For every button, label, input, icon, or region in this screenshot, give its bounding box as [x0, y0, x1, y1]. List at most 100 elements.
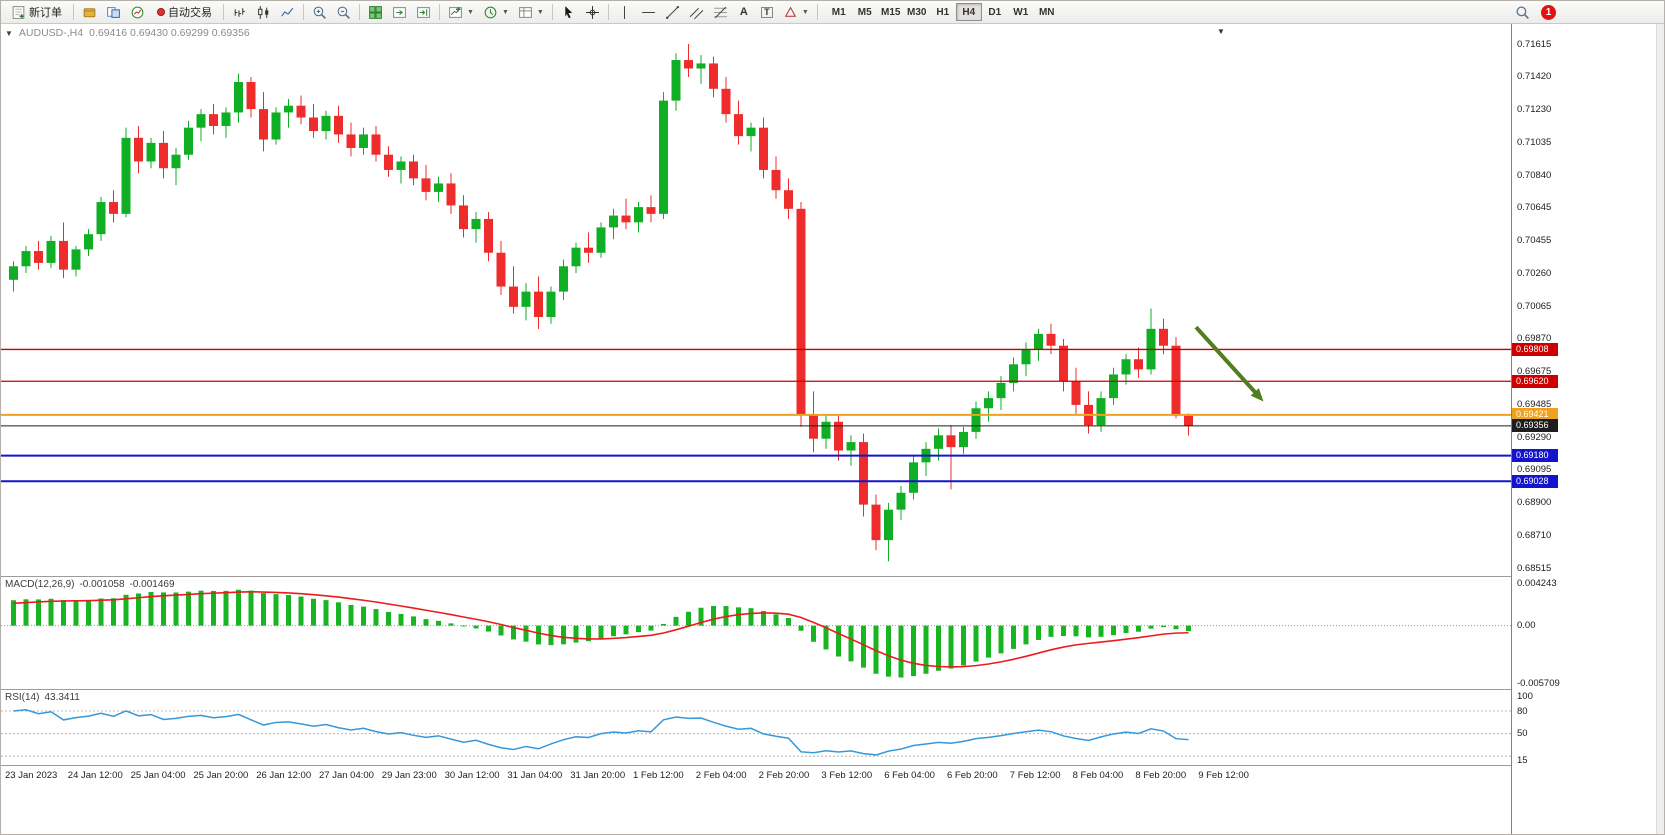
- trend-arrow[interactable]: [1194, 325, 1259, 397]
- channel-icon: [689, 5, 704, 20]
- candlestick-mode-button[interactable]: [252, 2, 275, 22]
- timeframe-m30[interactable]: M30: [904, 3, 930, 21]
- panel-splitter[interactable]: [1, 765, 1511, 766]
- timeframe-m15[interactable]: M15: [878, 3, 904, 21]
- cursor-button[interactable]: [557, 2, 580, 22]
- price-tick: 0.71035: [1517, 136, 1552, 148]
- trendline-tool[interactable]: [661, 2, 684, 22]
- symbol-period-label: AUDUSD-,H4: [18, 27, 84, 39]
- profiles-button[interactable]: [78, 2, 101, 22]
- new-order-button[interactable]: 新订单: [4, 2, 69, 22]
- timeframe-h4[interactable]: H4: [955, 3, 982, 21]
- tile-windows-icon: [368, 5, 383, 20]
- search-button[interactable]: [1511, 2, 1534, 22]
- new-chart-dropdown[interactable]: ▼: [444, 2, 478, 22]
- tile-windows-button[interactable]: [364, 2, 387, 22]
- price-tick: 0.69290: [1517, 431, 1552, 443]
- timeframe-m5[interactable]: M5: [852, 3, 878, 21]
- toolbar-separator: [551, 4, 553, 20]
- line-chart-mode-button[interactable]: [276, 2, 299, 22]
- templates-dropdown[interactable]: ▼: [514, 2, 548, 22]
- channel-tool[interactable]: [685, 2, 708, 22]
- chart-shift-marker[interactable]: ▼: [1217, 27, 1225, 36]
- crosshair-button[interactable]: [581, 2, 604, 22]
- macd-main-value: -0.001058: [79, 579, 125, 590]
- main-chart-svg[interactable]: [1, 24, 1511, 576]
- bar-chart-mode-button[interactable]: [228, 2, 251, 22]
- auto-trading-status-icon: [157, 8, 165, 16]
- rsi-tick: 15: [1517, 754, 1528, 766]
- main-chart-panel[interactable]: ▼ AUDUSD-,H4 0.69416 0.69430 0.69299 0.6…: [1, 24, 1511, 576]
- windows-icon: [106, 5, 121, 20]
- toolbar: 新订单 自动交易 ▼ ▼ ▼ A T: [1, 1, 1664, 24]
- horizontal-line-tool[interactable]: [637, 2, 660, 22]
- macd-tick: 0.00: [1517, 620, 1536, 632]
- fibonacci-tool[interactable]: [709, 2, 732, 22]
- time-label: 8 Feb 20:00: [1135, 770, 1187, 781]
- clock-icon: [483, 5, 498, 20]
- search-icon: [1515, 5, 1530, 20]
- zoom-out-button[interactable]: [332, 2, 355, 22]
- data-window-button[interactable]: [126, 2, 149, 22]
- timeframe-mn[interactable]: MN: [1034, 3, 1060, 21]
- rsi-panel[interactable]: RSI(14) 43.3411: [1, 690, 1511, 765]
- time-axis[interactable]: 23 Jan 2023 24 Jan 12:00 25 Jan 04:00 25 Ja…: [1, 766, 1511, 786]
- macd-svg[interactable]: [1, 577, 1511, 689]
- timeframe-w1[interactable]: W1: [1008, 3, 1034, 21]
- time-label: 1 Feb 12:00: [633, 770, 684, 781]
- price-tick: 0.68515: [1517, 562, 1552, 574]
- time-label: 7 Feb 12:00: [1009, 770, 1061, 781]
- price-tick: 0.71615: [1517, 38, 1552, 50]
- periods-dropdown[interactable]: ▼: [479, 2, 513, 22]
- new-chart-icon: [448, 5, 463, 20]
- rsi-value: 43.3411: [44, 692, 80, 703]
- rsi-svg[interactable]: [1, 690, 1511, 765]
- panel-splitter[interactable]: [1, 689, 1511, 690]
- zoom-in-button[interactable]: [308, 2, 331, 22]
- timeframe-d1[interactable]: D1: [982, 3, 1008, 21]
- trendline-icon: [665, 5, 679, 19]
- label-icon: T: [761, 6, 773, 18]
- chevron-down-icon: ▼: [467, 8, 474, 16]
- chart-shift-button[interactable]: [412, 2, 435, 22]
- text-tool[interactable]: A: [733, 2, 755, 22]
- panel-splitter[interactable]: [1, 576, 1511, 577]
- label-tool[interactable]: T: [756, 2, 778, 22]
- price-axis[interactable]: 0.69808 0.69620 0.69421 0.69356 0.69180 0.690…: [1511, 24, 1657, 834]
- bar-chart-icon: [232, 5, 247, 20]
- auto-trading-label: 自动交易: [168, 7, 212, 19]
- notification-badge[interactable]: 1: [1541, 4, 1556, 20]
- price-tag-bid-price-line[interactable]: 0.69356: [1512, 419, 1558, 433]
- auto-trading-button[interactable]: 自动交易: [150, 2, 219, 22]
- timeframe-h1[interactable]: H1: [930, 3, 956, 21]
- time-label: 31 Jan 04:00: [507, 770, 563, 781]
- time-label: 8 Feb 04:00: [1072, 770, 1124, 781]
- macd-panel[interactable]: MACD(12,26,9) -0.001058 -0.001469: [1, 577, 1511, 689]
- market-watch-button[interactable]: [102, 2, 125, 22]
- price-tag-support-line-1[interactable]: 0.69180: [1512, 449, 1558, 463]
- one-click-trading-arrow[interactable]: ▼: [5, 28, 13, 38]
- shapes-dropdown[interactable]: ▼: [779, 2, 813, 22]
- price-tag-pivot-line-gold[interactable]: 0.69421: [1512, 408, 1558, 422]
- price-tag-resistance-line-2[interactable]: 0.69620: [1512, 374, 1558, 388]
- time-label: 9 Feb 12:00: [1198, 770, 1249, 781]
- price-tag-resistance-line-1[interactable]: 0.69808: [1512, 342, 1558, 356]
- price-tick: 0.69675: [1517, 366, 1552, 378]
- price-tick: 0.68710: [1517, 529, 1552, 541]
- time-label: 31 Jan 20:00: [570, 770, 626, 781]
- price-tag-support-line-2[interactable]: 0.69028: [1512, 474, 1558, 488]
- auto-scroll-button[interactable]: [388, 2, 411, 22]
- macd-name: MACD(12,26,9): [5, 579, 75, 590]
- macd-signal-value: -0.001469: [129, 579, 175, 590]
- chart-shift-icon: [416, 5, 431, 20]
- rsi-label: RSI(14) 43.3411: [5, 692, 80, 703]
- rsi-tick: 50: [1517, 728, 1528, 740]
- price-tick: 0.69870: [1517, 333, 1552, 345]
- vertical-line-tool[interactable]: [613, 2, 636, 22]
- bottom-filler: [1, 786, 1511, 834]
- time-label: 30 Jan 12:00: [444, 770, 500, 781]
- timeframe-m1[interactable]: M1: [826, 3, 852, 21]
- time-label: 29 Jan 23:00: [381, 770, 437, 781]
- zoom-out-icon: [336, 5, 351, 20]
- right-scrollbar[interactable]: [1656, 24, 1664, 834]
